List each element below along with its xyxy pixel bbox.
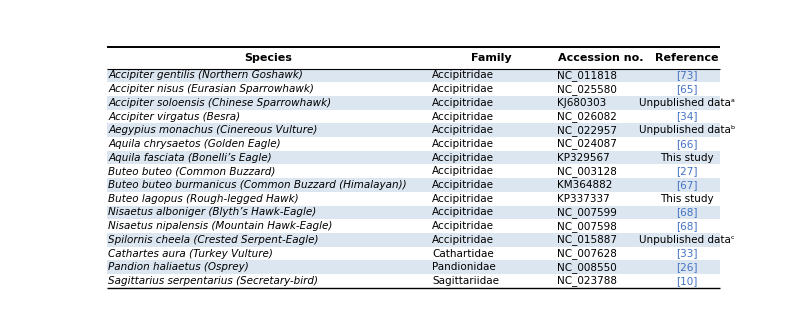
Text: [67]: [67] <box>676 180 698 190</box>
Text: [73]: [73] <box>676 70 698 81</box>
Text: NC_015887: NC_015887 <box>558 234 617 245</box>
Text: NC_007598: NC_007598 <box>558 221 617 232</box>
Text: Accipitridae: Accipitridae <box>433 125 495 135</box>
Text: This study: This study <box>660 153 714 163</box>
Bar <box>107 260 720 274</box>
Bar <box>107 47 720 69</box>
Text: [68]: [68] <box>676 221 698 231</box>
Text: Accipitridae: Accipitridae <box>433 207 495 217</box>
Text: Accipiter gentilis (Northern Goshawk): Accipiter gentilis (Northern Goshawk) <box>108 70 303 81</box>
Bar <box>107 206 720 219</box>
Text: Sagittariidae: Sagittariidae <box>433 276 500 286</box>
Text: Buteo buteo burmanicus (Common Buzzard (Himalayan)): Buteo buteo burmanicus (Common Buzzard (… <box>108 180 407 190</box>
Text: Reference: Reference <box>655 53 719 63</box>
Bar <box>107 123 720 137</box>
Text: KJ680303: KJ680303 <box>558 98 607 108</box>
Text: Unpublished dataᶜ: Unpublished dataᶜ <box>639 235 735 245</box>
Text: Accipitridae: Accipitridae <box>433 70 495 81</box>
Text: NC_024087: NC_024087 <box>558 139 617 149</box>
Text: Accipitridae: Accipitridae <box>433 180 495 190</box>
Text: [10]: [10] <box>676 276 698 286</box>
Text: Accipitridae: Accipitridae <box>433 112 495 121</box>
Text: Spilornis cheela (Crested Serpent-Eagle): Spilornis cheela (Crested Serpent-Eagle) <box>108 235 319 245</box>
Text: NC_011818: NC_011818 <box>558 70 617 81</box>
Text: Cathartes aura (Turkey Vulture): Cathartes aura (Turkey Vulture) <box>108 248 274 259</box>
Text: KP337337: KP337337 <box>558 194 610 204</box>
Text: NC_022957: NC_022957 <box>558 125 617 136</box>
Text: [68]: [68] <box>676 207 698 217</box>
Text: [33]: [33] <box>676 248 698 259</box>
Text: This study: This study <box>660 194 714 204</box>
Text: Accipiter virgatus (Besra): Accipiter virgatus (Besra) <box>108 112 240 121</box>
Bar <box>107 96 720 110</box>
Text: [66]: [66] <box>676 139 698 149</box>
Text: Accipitridae: Accipitridae <box>433 98 495 108</box>
Bar <box>107 151 720 164</box>
Text: Species: Species <box>245 53 292 63</box>
Text: Family: Family <box>471 53 512 63</box>
Text: Accession no.: Accession no. <box>558 53 644 63</box>
Text: [65]: [65] <box>676 84 698 94</box>
Text: Accipitridae: Accipitridae <box>433 139 495 149</box>
Text: [34]: [34] <box>676 112 698 121</box>
Text: Accipitridae: Accipitridae <box>433 194 495 204</box>
Text: Pandionidae: Pandionidae <box>433 262 496 272</box>
Text: Accipitridae: Accipitridae <box>433 235 495 245</box>
Text: Nisaetus nipalensis (Mountain Hawk-Eagle): Nisaetus nipalensis (Mountain Hawk-Eagle… <box>108 221 332 231</box>
Text: KP329567: KP329567 <box>558 153 610 163</box>
Bar <box>107 178 720 192</box>
Text: NC_007628: NC_007628 <box>558 248 617 259</box>
Text: Sagittarius serpentarius (Secretary-bird): Sagittarius serpentarius (Secretary-bird… <box>108 276 319 286</box>
Text: NC_023788: NC_023788 <box>558 275 617 286</box>
Text: Accipitridae: Accipitridae <box>433 84 495 94</box>
Text: Buteo buteo (Common Buzzard): Buteo buteo (Common Buzzard) <box>108 166 276 176</box>
Text: [26]: [26] <box>676 262 698 272</box>
Text: Accipiter soloensis (Chinese Sparrowhawk): Accipiter soloensis (Chinese Sparrowhawk… <box>108 98 332 108</box>
Text: Nisaetus alboniger (Blyth’s Hawk-Eagle): Nisaetus alboniger (Blyth’s Hawk-Eagle) <box>108 207 316 217</box>
Text: Accipitridae: Accipitridae <box>433 166 495 176</box>
Text: [27]: [27] <box>676 166 698 176</box>
Text: Accipitridae: Accipitridae <box>433 153 495 163</box>
Text: KM364882: KM364882 <box>558 180 613 190</box>
Text: Accipiter nisus (Eurasian Sparrowhawk): Accipiter nisus (Eurasian Sparrowhawk) <box>108 84 314 94</box>
Text: Unpublished dataᵇ: Unpublished dataᵇ <box>639 125 735 135</box>
Text: Aegypius monachus (Cinereous Vulture): Aegypius monachus (Cinereous Vulture) <box>108 125 318 135</box>
Text: Accipitridae: Accipitridae <box>433 221 495 231</box>
Text: Buteo lagopus (Rough-legged Hawk): Buteo lagopus (Rough-legged Hawk) <box>108 194 299 204</box>
Bar <box>107 69 720 82</box>
Text: NC_026082: NC_026082 <box>558 111 617 122</box>
Text: NC_007599: NC_007599 <box>558 207 617 218</box>
Text: NC_003128: NC_003128 <box>558 166 617 177</box>
Text: NC_008550: NC_008550 <box>558 262 617 273</box>
Text: Cathartidae: Cathartidae <box>433 248 494 259</box>
Text: NC_025580: NC_025580 <box>558 84 617 95</box>
Bar <box>107 233 720 247</box>
Text: Aquila fasciata (Bonelli’s Eagle): Aquila fasciata (Bonelli’s Eagle) <box>108 153 272 163</box>
Text: Pandion haliaetus (Osprey): Pandion haliaetus (Osprey) <box>108 262 249 272</box>
Text: Unpublished dataᵃ: Unpublished dataᵃ <box>639 98 735 108</box>
Text: Aquila chrysaetos (Golden Eagle): Aquila chrysaetos (Golden Eagle) <box>108 139 281 149</box>
